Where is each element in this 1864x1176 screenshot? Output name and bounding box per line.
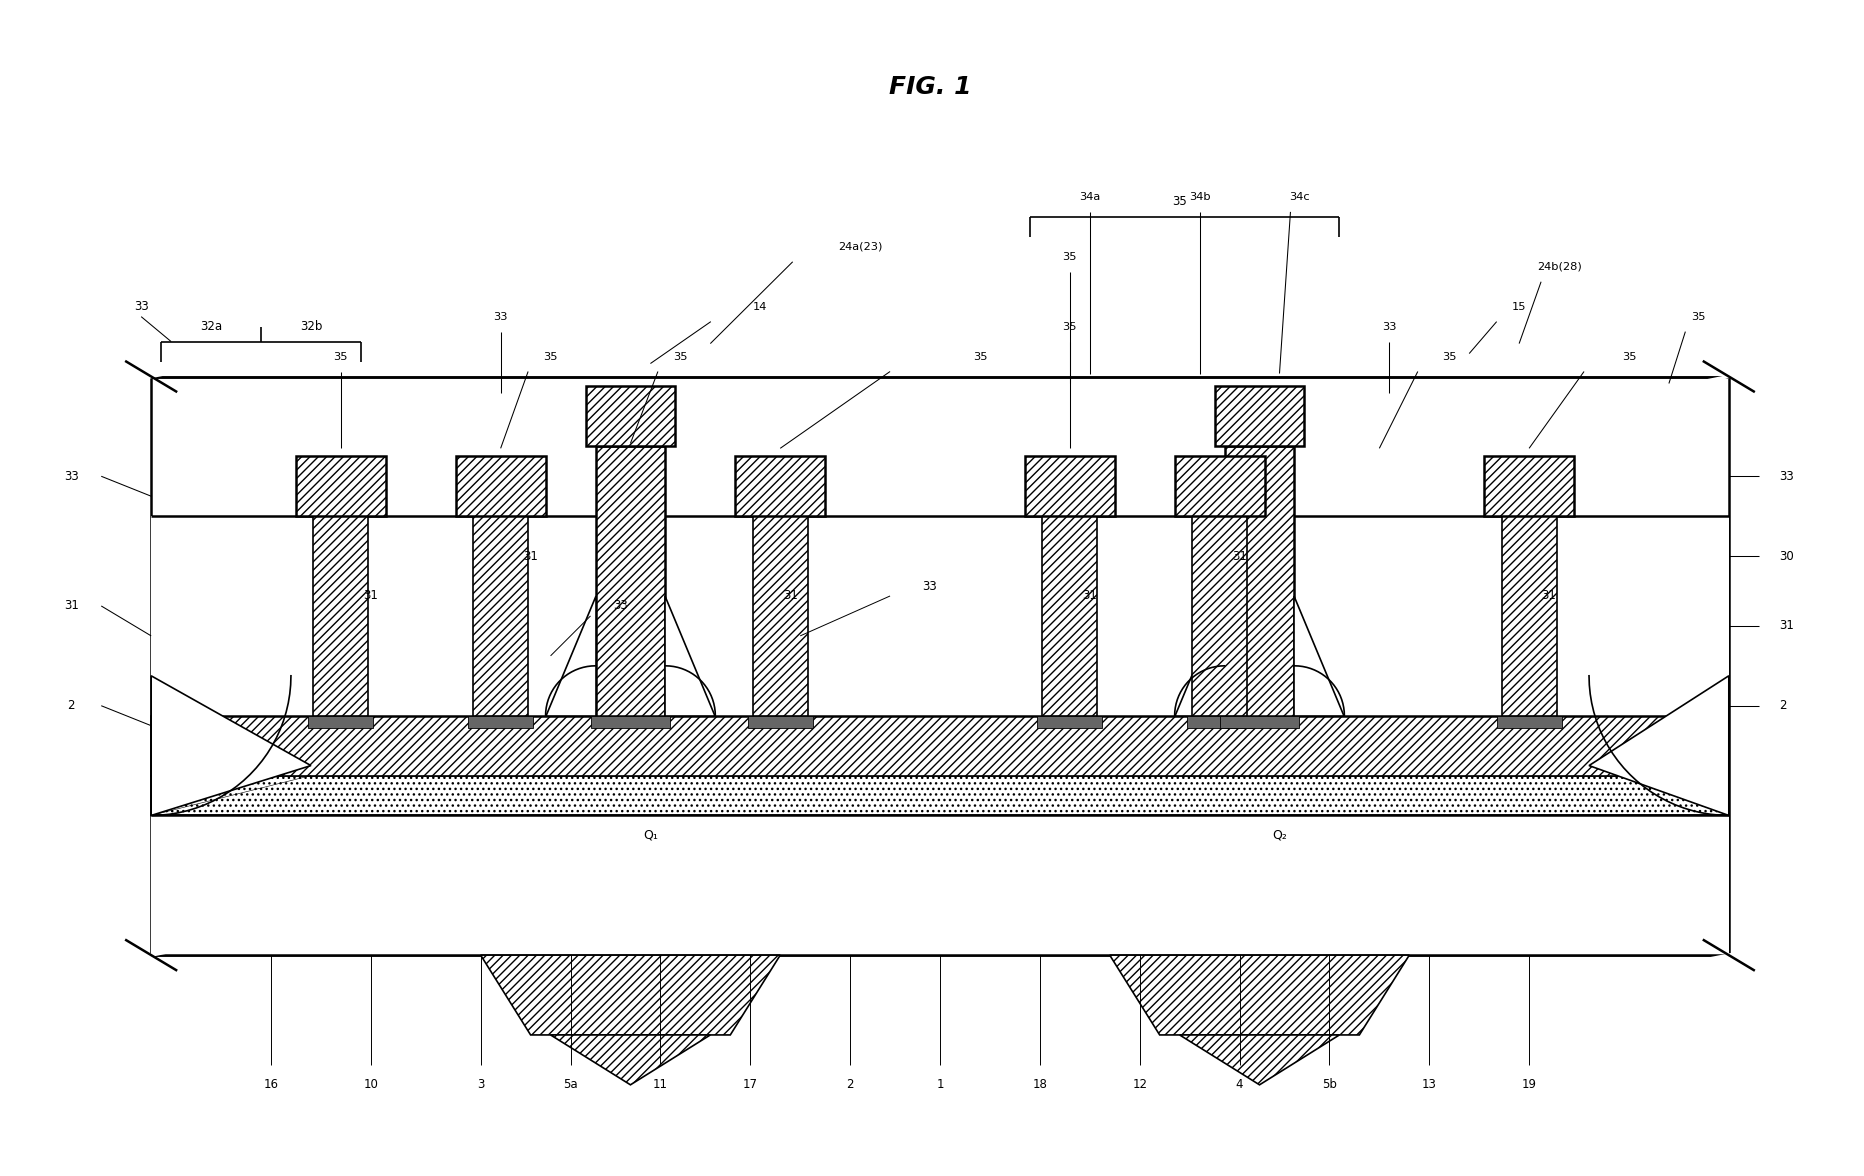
Text: 30: 30 (1778, 549, 1793, 562)
Text: 16: 16 (263, 1078, 278, 1091)
Bar (734, 456, 824, 516)
Polygon shape (481, 955, 779, 1035)
Bar (151, 516, 1728, 716)
Text: 1: 1 (936, 1078, 943, 1091)
Bar (1484, 456, 1573, 516)
Text: Q₂: Q₂ (1271, 829, 1286, 842)
Text: 35: 35 (542, 352, 557, 361)
Bar (151, 376, 1728, 955)
Bar (1495, 716, 1560, 728)
Bar (1187, 716, 1251, 728)
Text: 12: 12 (1131, 1078, 1146, 1091)
Bar (1501, 516, 1556, 716)
Bar (473, 516, 528, 716)
Bar (468, 716, 533, 728)
Text: 11: 11 (652, 1078, 667, 1091)
Text: 10: 10 (363, 1078, 378, 1091)
Text: 31: 31 (363, 589, 378, 602)
Text: 19: 19 (1521, 1078, 1536, 1091)
Text: 2: 2 (846, 1078, 854, 1091)
Text: Q₁: Q₁ (643, 829, 658, 842)
Text: 32b: 32b (300, 320, 322, 333)
Polygon shape (665, 596, 716, 716)
Text: 35: 35 (1172, 195, 1186, 208)
Text: 33: 33 (923, 580, 938, 593)
Bar (1191, 516, 1247, 716)
Bar (585, 387, 675, 447)
Text: 33: 33 (494, 312, 507, 322)
Text: 17: 17 (742, 1078, 757, 1091)
Text: 33: 33 (613, 600, 628, 613)
Text: 31: 31 (1542, 589, 1556, 602)
Text: 35: 35 (1622, 352, 1635, 361)
Bar (747, 716, 813, 728)
Text: 33: 33 (134, 300, 149, 313)
Bar (313, 516, 369, 716)
Text: 5b: 5b (1322, 1078, 1336, 1091)
Text: 33: 33 (1381, 321, 1396, 332)
Bar (1174, 456, 1264, 516)
Polygon shape (1588, 676, 1728, 815)
Polygon shape (1109, 955, 1409, 1035)
Bar (1036, 716, 1102, 728)
Bar (308, 716, 373, 728)
Text: 33: 33 (63, 469, 78, 483)
Bar (1042, 516, 1096, 716)
Text: 2: 2 (1778, 700, 1786, 713)
Polygon shape (1180, 1035, 1338, 1084)
Text: 3: 3 (477, 1078, 485, 1091)
Bar (1225, 447, 1294, 716)
Text: 35: 35 (1062, 321, 1077, 332)
Text: 31: 31 (1081, 589, 1096, 602)
Text: 33: 33 (1778, 469, 1793, 483)
Text: 31: 31 (783, 589, 798, 602)
Text: 5a: 5a (563, 1078, 578, 1091)
Bar (1025, 456, 1115, 516)
Text: 32a: 32a (199, 320, 222, 333)
Text: 2: 2 (67, 700, 75, 713)
Bar (455, 456, 546, 516)
Bar (151, 716, 1728, 775)
Text: 34b: 34b (1187, 192, 1210, 202)
Polygon shape (1174, 596, 1225, 716)
Bar (1219, 716, 1299, 728)
Text: 35: 35 (1441, 352, 1456, 361)
Text: 24b(28): 24b(28) (1536, 262, 1581, 272)
Text: 31: 31 (524, 549, 537, 562)
Bar (151, 775, 1728, 815)
Text: 15: 15 (1512, 302, 1525, 312)
Polygon shape (546, 596, 595, 716)
Text: 34a: 34a (1079, 192, 1100, 202)
Bar (296, 456, 386, 516)
Text: 24a(23): 24a(23) (837, 242, 882, 252)
Text: 18: 18 (1033, 1078, 1048, 1091)
Text: 4: 4 (1236, 1078, 1243, 1091)
Text: 14: 14 (753, 302, 766, 312)
Text: 35: 35 (334, 352, 349, 361)
Text: 13: 13 (1420, 1078, 1435, 1091)
Text: 35: 35 (673, 352, 688, 361)
Bar (591, 716, 669, 728)
Text: 31: 31 (1778, 620, 1793, 633)
Text: 35: 35 (1691, 312, 1706, 322)
Bar (595, 447, 665, 716)
Text: 31: 31 (63, 600, 78, 613)
Text: 34c: 34c (1288, 192, 1309, 202)
Text: 35: 35 (973, 352, 986, 361)
Bar (151, 815, 1728, 955)
Polygon shape (550, 1035, 710, 1084)
Bar (1213, 387, 1303, 447)
Text: FIG. 1: FIG. 1 (889, 75, 971, 99)
Polygon shape (151, 676, 311, 815)
Bar (753, 516, 807, 716)
Polygon shape (1294, 596, 1344, 716)
Text: 31: 31 (1232, 549, 1247, 562)
Text: 35: 35 (1062, 252, 1077, 262)
